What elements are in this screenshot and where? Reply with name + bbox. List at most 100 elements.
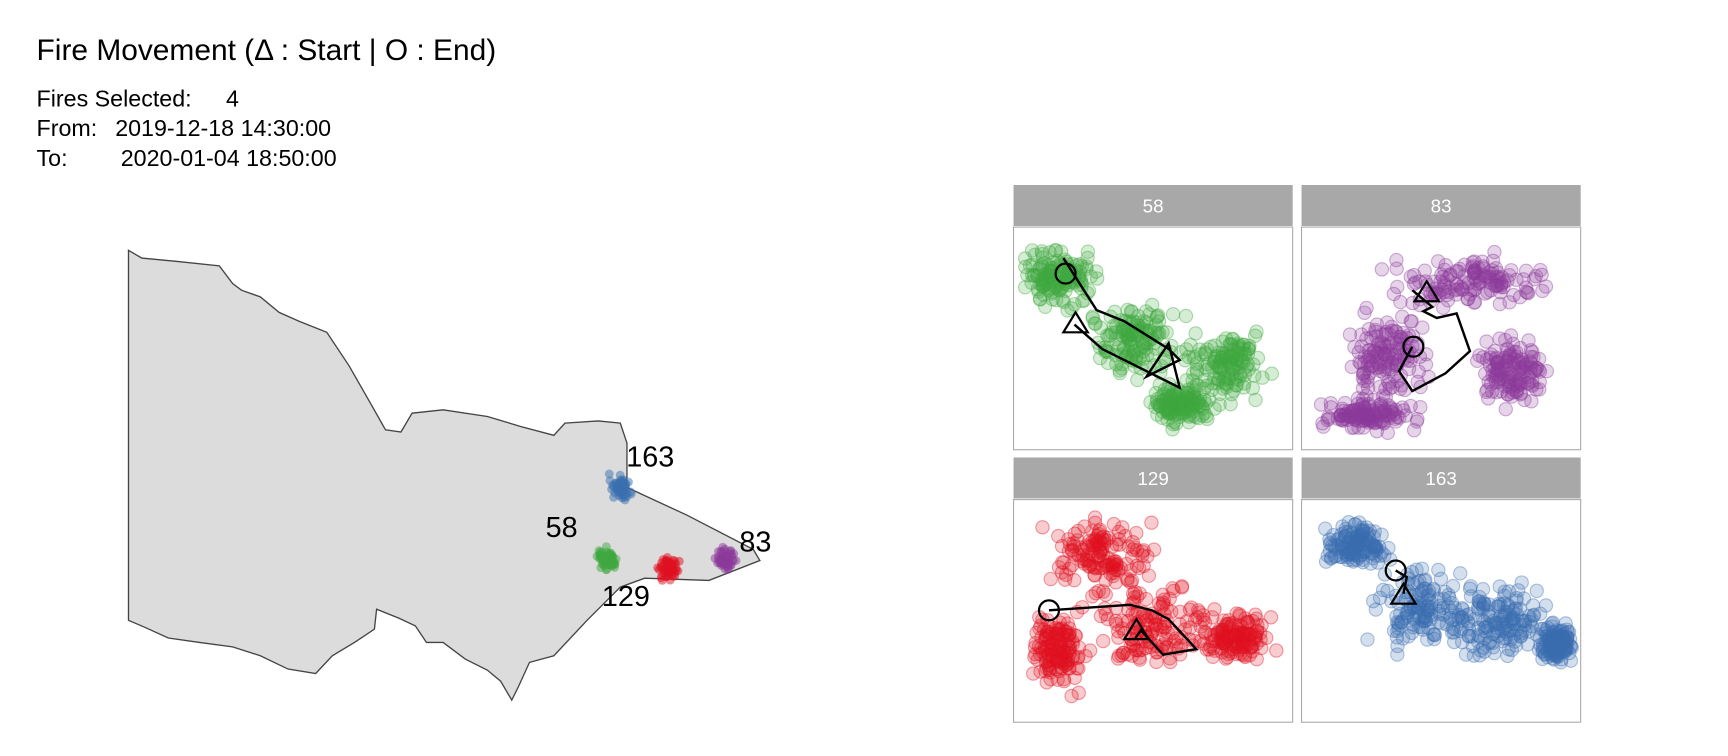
fire-point — [1462, 287, 1478, 302]
fire-point — [1163, 405, 1179, 421]
fire-point — [1184, 401, 1200, 416]
fire-point — [1236, 376, 1252, 391]
fire-point — [1409, 414, 1425, 429]
fire-point — [1374, 399, 1389, 414]
fire-point — [1388, 402, 1403, 417]
fire-point — [1184, 392, 1199, 407]
fire-point — [1149, 394, 1165, 410]
fire-point — [1376, 416, 1392, 431]
fire-point — [1017, 280, 1033, 295]
fire-point — [1356, 407, 1371, 422]
fire-point — [1168, 387, 1183, 402]
fire-point — [1384, 355, 1400, 370]
fire-point — [1357, 373, 1372, 389]
fire-point — [1362, 353, 1378, 368]
fire-point — [1361, 321, 1377, 337]
fire-point — [1520, 285, 1535, 300]
fire-point — [1368, 406, 1383, 421]
fire-point — [1492, 296, 1508, 312]
fire-point — [1075, 293, 1090, 309]
fire-point — [1152, 398, 1167, 413]
fire-point — [1449, 277, 1465, 293]
fire-point — [1489, 278, 1505, 293]
fire-point — [1175, 401, 1190, 416]
fire-point — [1219, 379, 1234, 395]
fire-point — [1438, 258, 1453, 273]
fire-point — [1181, 407, 1196, 423]
fire-point — [1494, 270, 1510, 285]
fire-point — [1181, 390, 1197, 405]
fire-point — [1214, 350, 1230, 366]
fire-point — [1342, 408, 1358, 424]
fire-point — [1484, 384, 1500, 399]
fire-point — [1383, 400, 1398, 415]
fire-point — [1156, 386, 1172, 402]
fire-point — [1452, 261, 1467, 277]
fire-point — [1219, 346, 1235, 361]
fire-point — [1162, 399, 1177, 415]
fire-point — [1355, 405, 1370, 420]
fire-point — [1218, 331, 1234, 346]
fire-point — [1384, 323, 1400, 339]
fire-point — [1356, 420, 1371, 435]
fire-point — [1361, 410, 1377, 426]
fire-point — [1100, 355, 1116, 371]
fire-point — [1176, 402, 1191, 417]
fire-point — [1494, 277, 1509, 293]
fire-point — [1132, 351, 1147, 366]
fire-point — [1234, 354, 1249, 369]
fire-point — [1114, 361, 1129, 376]
fire-label: 83 — [739, 527, 771, 559]
fire-point — [1455, 282, 1471, 297]
fire-point — [1187, 349, 1202, 365]
fire-point — [1195, 401, 1210, 416]
fire-point — [1372, 403, 1388, 418]
fire-point — [1034, 272, 1049, 288]
fire-point — [1045, 292, 1060, 307]
panel-strip — [1013, 184, 1293, 226]
fire-point — [1123, 327, 1139, 343]
fire-point — [1135, 351, 1151, 366]
fire-point — [1393, 329, 1409, 345]
fire-point — [1520, 285, 1536, 301]
fire-point — [1354, 327, 1369, 342]
fire-point — [1359, 300, 1374, 316]
fire-point — [1170, 406, 1186, 422]
fire-point — [1467, 281, 1483, 297]
fire-point — [1330, 411, 1345, 426]
fire-point — [1233, 366, 1248, 381]
fire-point — [1173, 345, 1189, 360]
fire-point — [1043, 275, 1059, 291]
fire-point — [1534, 267, 1549, 283]
fire-point — [1025, 257, 1040, 273]
fire-point — [1093, 320, 1108, 336]
fire-point — [1229, 378, 1244, 393]
fire-point — [1199, 342, 1215, 357]
fire-point — [1092, 522, 1108, 538]
fire-point — [1382, 381, 1398, 396]
fire-point — [1404, 314, 1419, 329]
fire-point — [1037, 272, 1052, 288]
fire-point — [674, 556, 684, 566]
fire-point — [1239, 359, 1254, 374]
fire-point — [1376, 346, 1391, 362]
fire-point — [1082, 533, 1097, 549]
fire-point — [1126, 638, 1141, 653]
fire-point — [1386, 286, 1402, 302]
fire-point — [1373, 340, 1389, 356]
fire-point — [1029, 268, 1045, 283]
fire-point — [1191, 395, 1206, 410]
fire-point — [1403, 314, 1419, 329]
fire-point — [1341, 409, 1356, 424]
fire-point — [1340, 412, 1355, 428]
fire-point — [1193, 633, 1208, 649]
fire-point — [1032, 261, 1047, 276]
fire-point — [1535, 283, 1550, 299]
fire-point — [1343, 410, 1359, 425]
fire-point — [1181, 349, 1196, 365]
fire-point — [1348, 405, 1364, 420]
fire-point — [1358, 409, 1374, 424]
fire-point — [1337, 395, 1353, 411]
fire-point — [1085, 547, 1101, 562]
